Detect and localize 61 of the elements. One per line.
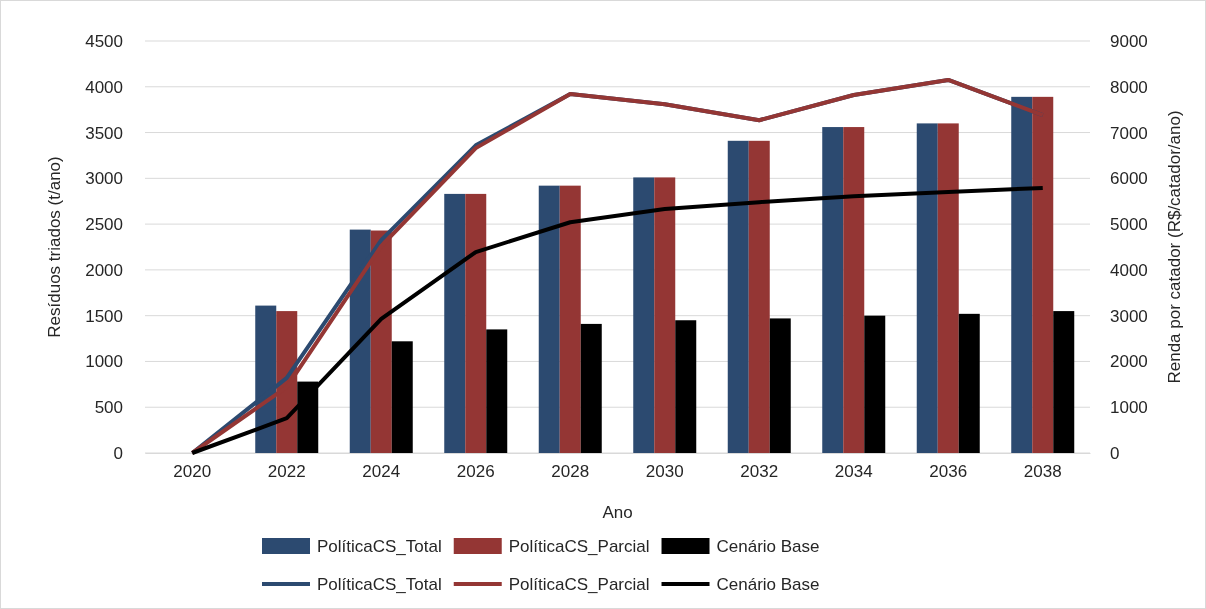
- x-tick-label: 2036: [929, 462, 968, 482]
- y-tick-label: 2000: [85, 260, 123, 280]
- y-tick-label: 500: [94, 398, 123, 418]
- x-tick-label: 2034: [834, 462, 873, 482]
- bar: [465, 193, 487, 453]
- y-axis-title: Resíduos triados (t/ano): [45, 156, 64, 338]
- x-axis-title: Ano: [602, 503, 633, 522]
- legend-label: Cenário Base: [716, 575, 820, 594]
- y-tick-label: 1000: [85, 352, 123, 372]
- bar: [916, 123, 938, 453]
- bar: [1011, 96, 1033, 453]
- bar: [559, 185, 581, 453]
- bar: [580, 323, 602, 453]
- bar: [748, 140, 770, 453]
- y-tick-label: 2500: [85, 215, 123, 235]
- bar: [654, 177, 676, 453]
- x-tick-label: 2038: [1023, 462, 1062, 482]
- y-tick-label: 0: [113, 443, 123, 463]
- bar: [937, 123, 959, 453]
- x-tick-label: 2024: [362, 462, 401, 482]
- legend-label: PolíticaCS_Total: [317, 575, 442, 594]
- x-tick-label: 2020: [173, 462, 212, 482]
- y2-axis-title: Renda por catador (R$/catador/ano): [1165, 110, 1184, 384]
- bar: [864, 315, 886, 453]
- y2-tick-label: 2000: [1110, 352, 1148, 372]
- y-tick-label: 4500: [85, 31, 123, 51]
- y-tick-label: 4000: [85, 77, 123, 97]
- y2-tick-label: 7000: [1110, 123, 1148, 143]
- line-series: [190, 185, 1045, 455]
- bar: [675, 320, 697, 453]
- bar: [958, 313, 980, 453]
- legend-label: PolíticaCS_Parcial: [508, 537, 650, 556]
- y2-tick-label: 0: [1110, 443, 1120, 463]
- y2-tick-label: 6000: [1110, 169, 1148, 189]
- legend-label: PolíticaCS_Total: [317, 537, 442, 556]
- legend-label: Cenário Base: [716, 537, 820, 556]
- bar: [391, 341, 413, 453]
- bar: [538, 185, 560, 453]
- y2-tick-label: 5000: [1110, 215, 1148, 235]
- y-tick-label: 1500: [85, 306, 123, 326]
- x-tick-label: 2026: [456, 462, 495, 482]
- bar: [444, 193, 466, 453]
- bar: [843, 127, 865, 453]
- bar: [822, 127, 844, 453]
- x-tick-label: 2032: [740, 462, 779, 482]
- legend-label: PolíticaCS_Parcial: [508, 575, 650, 594]
- bar: [769, 318, 791, 453]
- bar: [1053, 311, 1075, 453]
- bar: [633, 177, 655, 453]
- y-tick-label: 3500: [85, 123, 123, 143]
- y-tick-label: 3000: [85, 169, 123, 189]
- bar: [727, 140, 749, 453]
- bar: [486, 329, 508, 453]
- y2-tick-label: 8000: [1110, 77, 1148, 97]
- y2-tick-label: 4000: [1110, 260, 1148, 280]
- y2-tick-label: 9000: [1110, 31, 1148, 51]
- x-tick-label: 2030: [645, 462, 684, 482]
- y2-tick-label: 1000: [1110, 398, 1148, 418]
- x-tick-label: 2022: [267, 462, 306, 482]
- x-tick-label: 2028: [551, 462, 590, 482]
- y2-tick-label: 3000: [1110, 306, 1148, 326]
